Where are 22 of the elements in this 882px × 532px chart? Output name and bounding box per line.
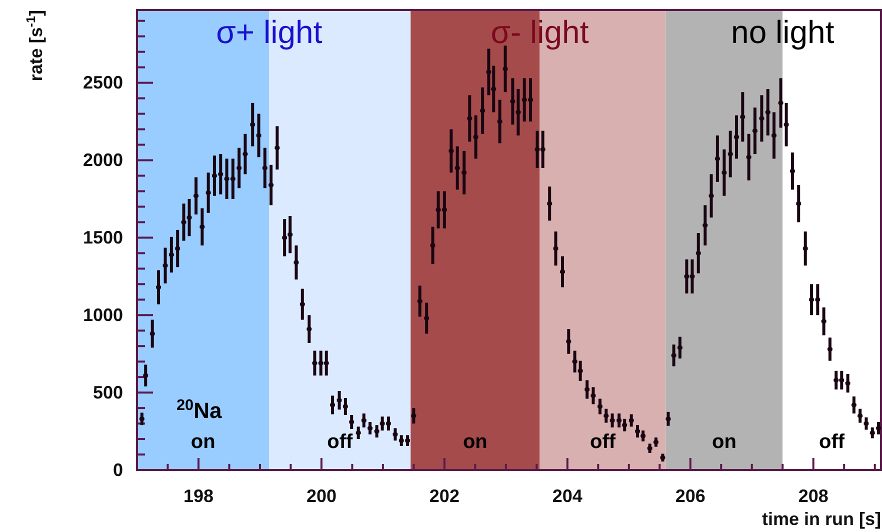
y-tick-label: 500 (92, 382, 123, 402)
y-tick-label: 0 (112, 460, 123, 480)
y-tick-label: 2000 (82, 150, 123, 170)
annotation: $^{20}$Na (176, 396, 223, 423)
x-axis-title: time in run [s] (762, 509, 881, 529)
band-label: off (819, 431, 845, 453)
x-tick-label: 208 (798, 486, 828, 506)
y-tick-label: 1500 (82, 227, 123, 248)
annotation: no light (731, 14, 834, 50)
band-label: on (462, 431, 488, 453)
x-tick-label: 204 (552, 486, 582, 506)
y-tick-label: 1000 (82, 304, 123, 325)
x-tick-label: 202 (429, 486, 460, 506)
band-label: on (190, 431, 216, 453)
x-tick-label: 198 (183, 486, 214, 506)
band-label: on (712, 431, 736, 453)
band-label: off (327, 431, 354, 453)
band-label: off (590, 431, 616, 453)
y-tick-label: 2500 (82, 72, 123, 93)
x-tick-label: 206 (675, 486, 706, 506)
annotation: σ+ light (216, 14, 322, 50)
x-tick-label: 200 (306, 486, 336, 506)
